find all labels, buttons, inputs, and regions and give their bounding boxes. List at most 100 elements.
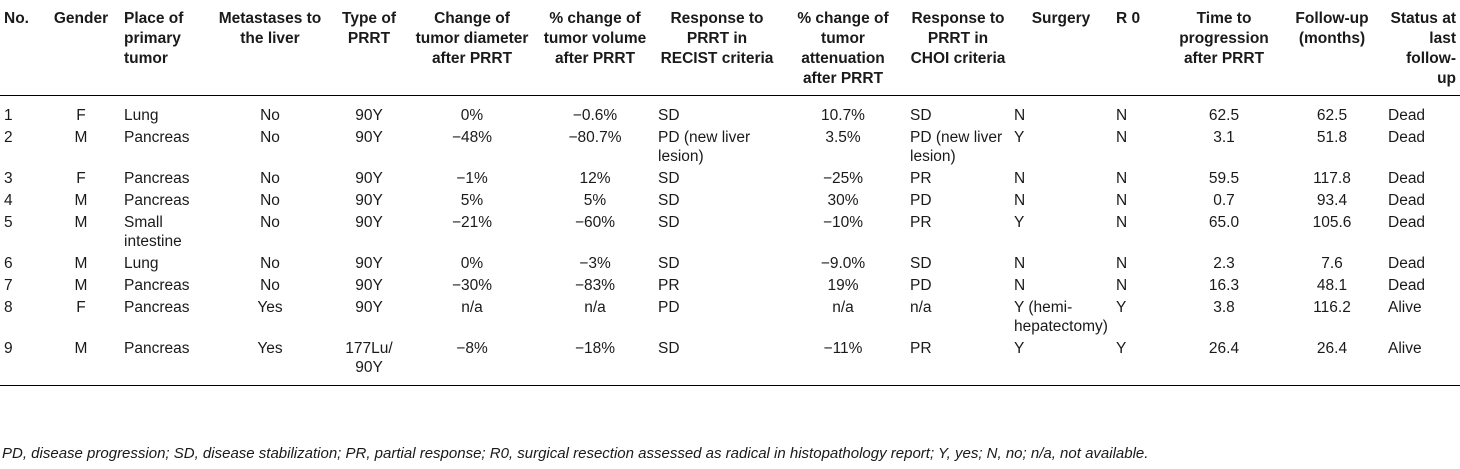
cell-time-to-progression: 0.7 — [1213, 192, 1235, 209]
cell-liver-metastases: No — [260, 129, 280, 146]
cell-primary-tumor: Pancreas — [124, 299, 190, 316]
cell-surgery: N — [1014, 255, 1026, 272]
cell-choi-response: SD — [910, 107, 932, 124]
cell-gender: F — [76, 299, 86, 316]
table-row: 1 F Lung No 90Y 0% −0.6% SD 10.7% SD N N 62.5 62.5 Dea… — [0, 96, 1460, 127]
cell-follow-up: 7.6 — [1321, 255, 1343, 272]
column-header-volume-change: % change of tumor volume after PRRT — [543, 10, 647, 67]
cell-prrt-type: 90Y — [355, 170, 383, 187]
table-row: 3 F Pancreas No 90Y −1% 12% SD −25% PR N N 59.5 117.8… — [0, 167, 1460, 189]
cell-prrt-type: 177Lu/ 90Y — [345, 340, 393, 376]
cell-r0: N — [1116, 192, 1128, 209]
cell-status: Dead — [1388, 214, 1426, 231]
cell-surgery: N — [1014, 107, 1026, 124]
cell-volume-change: −60% — [574, 214, 616, 231]
header-row: No. Gender Place of primary tumor Metastase… — [0, 0, 1460, 96]
cell-r0: N — [1116, 214, 1128, 231]
column-header-primary-tumor: Place of primary tumor — [124, 10, 184, 67]
cell-follow-up: 48.1 — [1316, 277, 1348, 294]
cell-surgery: Y — [1014, 129, 1025, 146]
cell-no: 5 — [4, 214, 13, 231]
cell-attenuation-change: 3.5% — [825, 129, 861, 146]
cell-no: 7 — [4, 277, 13, 294]
column-header-time-to-progression: Time to progression after PRRT — [1179, 10, 1269, 67]
cell-follow-up: 117.8 — [1313, 170, 1351, 187]
cell-r0: N — [1116, 255, 1128, 272]
cell-follow-up: 51.8 — [1316, 129, 1348, 146]
cell-prrt-type: 90Y — [355, 214, 383, 231]
column-header-diameter-change: Change of tumor diameter after PRRT — [415, 10, 529, 67]
cell-time-to-progression: 3.1 — [1213, 129, 1235, 146]
cell-status: Dead — [1388, 170, 1426, 187]
column-header-no: No. — [4, 10, 29, 27]
table-footnote: PD, disease progression; SD, disease sta… — [2, 445, 1149, 462]
cell-choi-response: PR — [910, 170, 932, 187]
cell-r0: Y — [1116, 299, 1127, 316]
cell-diameter-change: −30% — [451, 277, 493, 294]
table-row: 7 M Pancreas No 90Y −30% −83% PR 19% PD N N 16.3 48.1… — [0, 274, 1460, 296]
cell-recist-response: SD — [658, 170, 680, 187]
cell-gender: M — [74, 192, 88, 209]
cell-primary-tumor: Pancreas — [124, 192, 190, 209]
cell-status: Alive — [1388, 340, 1422, 357]
cell-volume-change: 12% — [579, 170, 611, 187]
cell-liver-metastases: Yes — [257, 340, 283, 357]
cell-time-to-progression: 62.5 — [1208, 107, 1240, 124]
cell-follow-up: 116.2 — [1313, 299, 1351, 316]
cell-surgery: Y (hemi-hepatectomy) — [1014, 299, 1108, 335]
cell-prrt-type: 90Y — [355, 192, 383, 209]
column-header-surgery: Surgery — [1031, 10, 1091, 27]
cell-time-to-progression: 16.3 — [1208, 277, 1240, 294]
cell-recist-response: SD — [658, 214, 680, 231]
cell-follow-up: 62.5 — [1316, 107, 1348, 124]
cell-no: 9 — [4, 340, 13, 357]
cell-gender: M — [74, 255, 88, 272]
cell-prrt-type: 90Y — [355, 255, 383, 272]
cell-time-to-progression: 59.5 — [1208, 170, 1240, 187]
cell-time-to-progression: 3.8 — [1213, 299, 1235, 316]
cell-gender: M — [74, 214, 88, 231]
table-body: 1 F Lung No 90Y 0% −0.6% SD 10.7% SD N N 62.5 62.5 Dea… — [0, 96, 1460, 386]
cell-no: 2 — [4, 129, 13, 146]
table-row: 8 F Pancreas Yes 90Y n/a n/a PD n/a n/a Y (hemi-he… — [0, 296, 1460, 337]
cell-diameter-change: 0% — [460, 255, 484, 272]
column-header-liver-metastases: Metastases to the liver — [218, 10, 322, 47]
column-header-recist-response: Response to PRRT in RECIST criteria — [660, 10, 774, 67]
cell-attenuation-change: 19% — [827, 277, 859, 294]
cell-no: 8 — [4, 299, 13, 316]
cell-recist-response: SD — [658, 340, 680, 357]
cell-r0: N — [1116, 107, 1128, 124]
column-header-attenuation-change: % change of tumor attenuation after PRRT — [797, 10, 889, 87]
cell-gender: M — [74, 129, 88, 146]
cell-no: 4 — [4, 192, 13, 209]
cell-surgery: Y — [1014, 340, 1025, 357]
cell-time-to-progression: 65.0 — [1208, 214, 1240, 231]
cell-diameter-change: −1% — [456, 170, 488, 187]
cell-liver-metastases: Yes — [257, 299, 283, 316]
cell-prrt-type: 90Y — [355, 277, 383, 294]
cell-status: Dead — [1388, 255, 1426, 272]
cell-prrt-type: 90Y — [355, 107, 383, 124]
cell-recist-response: PD — [658, 299, 680, 316]
cell-status: Dead — [1388, 277, 1426, 294]
cell-follow-up: 105.6 — [1312, 214, 1352, 231]
cell-primary-tumor: Lung — [124, 255, 159, 272]
cell-status: Alive — [1388, 299, 1422, 316]
cell-liver-metastases: No — [260, 214, 280, 231]
cell-volume-change: −83% — [574, 277, 616, 294]
cell-liver-metastases: No — [260, 192, 280, 209]
cell-recist-response: SD — [658, 255, 680, 272]
cell-diameter-change: 5% — [460, 192, 484, 209]
cell-recist-response: PR — [658, 277, 680, 294]
cell-diameter-change: −21% — [451, 214, 493, 231]
cell-primary-tumor: Pancreas — [124, 340, 190, 357]
cell-r0: Y — [1116, 340, 1127, 357]
cell-attenuation-change: 10.7% — [821, 107, 865, 124]
cell-follow-up: 26.4 — [1316, 340, 1348, 357]
cell-r0: N — [1116, 277, 1128, 294]
cell-status: Dead — [1388, 129, 1426, 146]
cell-status: Dead — [1388, 192, 1426, 209]
cell-surgery: N — [1014, 170, 1026, 187]
cell-surgery: Y — [1014, 214, 1025, 231]
cell-liver-metastases: No — [260, 107, 280, 124]
